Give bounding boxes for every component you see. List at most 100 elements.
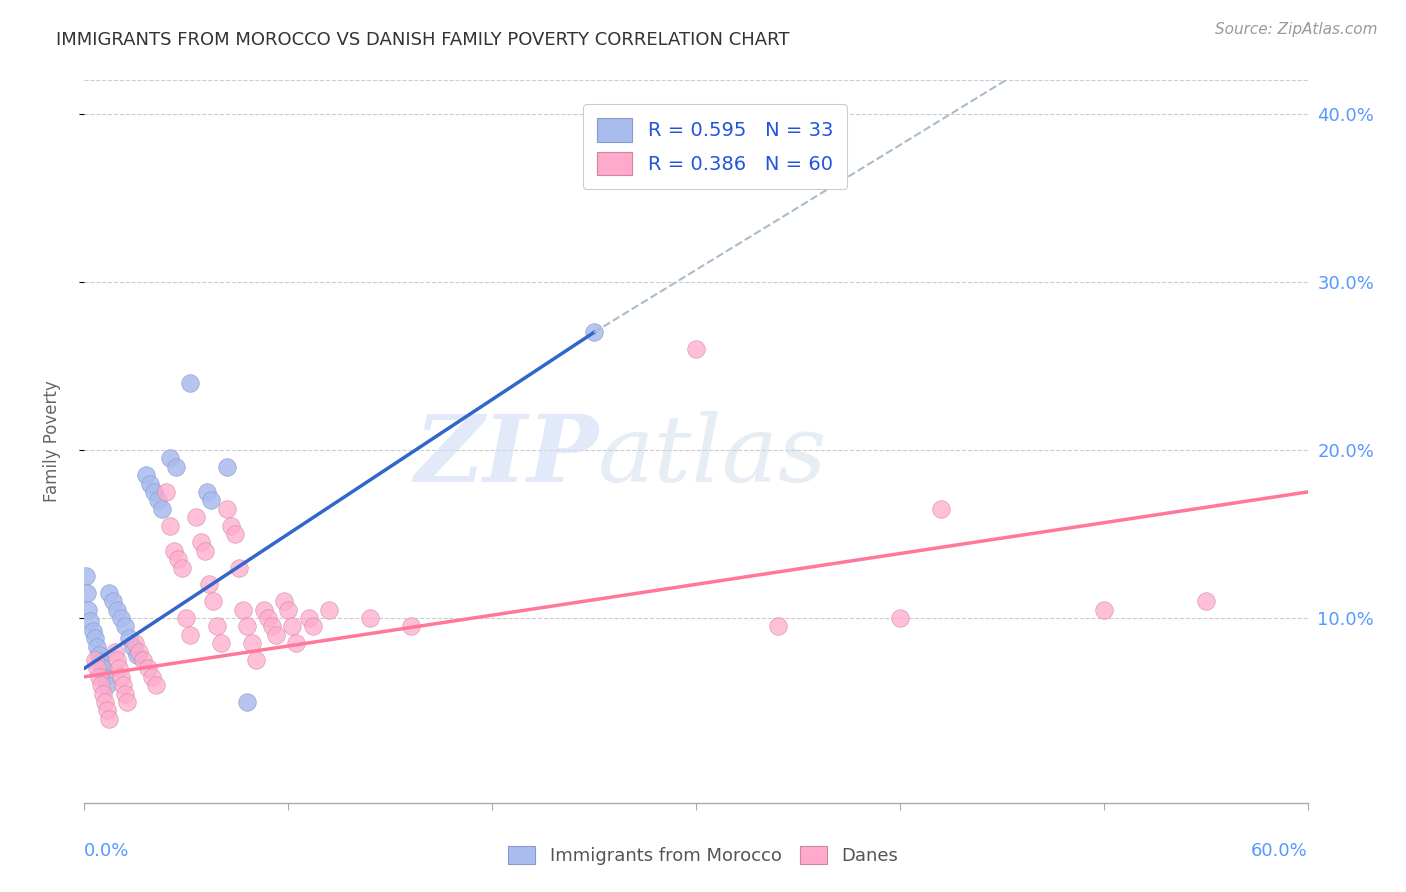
Point xyxy=(174,611,197,625)
Text: atlas: atlas xyxy=(598,411,828,501)
Point xyxy=(194,543,217,558)
Point xyxy=(110,611,132,625)
Point xyxy=(163,543,186,558)
Point xyxy=(114,619,136,633)
Point xyxy=(224,527,246,541)
Point xyxy=(399,619,422,633)
Point xyxy=(96,678,118,692)
Point xyxy=(104,644,127,658)
Point xyxy=(172,560,194,574)
Point xyxy=(86,661,108,675)
Point xyxy=(146,493,169,508)
Point xyxy=(232,602,254,616)
Point xyxy=(190,535,212,549)
Text: Source: ZipAtlas.com: Source: ZipAtlas.com xyxy=(1215,22,1378,37)
Point xyxy=(142,485,165,500)
Text: 0.0%: 0.0% xyxy=(84,842,129,860)
Point xyxy=(77,602,100,616)
Point xyxy=(108,661,131,675)
Point xyxy=(766,619,789,633)
Point xyxy=(219,518,242,533)
Point xyxy=(105,602,128,616)
Point xyxy=(101,594,124,608)
Point xyxy=(87,648,110,662)
Point xyxy=(159,451,181,466)
Point xyxy=(245,653,267,667)
Point xyxy=(105,653,128,667)
Point xyxy=(127,648,149,662)
Point xyxy=(159,518,181,533)
Point xyxy=(281,619,304,633)
Point xyxy=(318,602,340,616)
Point xyxy=(82,624,104,639)
Point xyxy=(253,602,276,616)
Point xyxy=(285,636,308,650)
Point xyxy=(128,644,150,658)
Point xyxy=(115,695,138,709)
Point xyxy=(90,678,112,692)
Point xyxy=(150,501,173,516)
Point xyxy=(273,594,295,608)
Point xyxy=(118,631,141,645)
Point xyxy=(167,552,190,566)
Point xyxy=(1195,594,1218,608)
Point xyxy=(217,501,239,516)
Point xyxy=(665,140,688,154)
Point xyxy=(83,631,105,645)
Point xyxy=(136,661,159,675)
Point xyxy=(97,712,120,726)
Text: ZIP: ZIP xyxy=(413,411,598,501)
Point xyxy=(75,569,97,583)
Point xyxy=(97,586,120,600)
Point xyxy=(83,653,105,667)
Point xyxy=(889,611,911,625)
Point xyxy=(110,670,132,684)
Point xyxy=(155,485,177,500)
Point xyxy=(179,628,201,642)
Point xyxy=(685,342,707,356)
Point xyxy=(179,376,201,390)
Point xyxy=(93,695,115,709)
Point xyxy=(929,501,952,516)
Point xyxy=(264,628,287,642)
Point xyxy=(201,594,224,608)
Point xyxy=(79,615,101,629)
Point xyxy=(86,640,108,654)
Point xyxy=(298,611,321,625)
Point xyxy=(114,687,136,701)
Point xyxy=(122,640,145,654)
Point xyxy=(96,703,118,717)
Point xyxy=(93,670,115,684)
Point xyxy=(257,611,280,625)
Point xyxy=(165,459,187,474)
Point xyxy=(141,670,163,684)
Point xyxy=(197,577,219,591)
Point xyxy=(138,476,160,491)
Point xyxy=(76,586,98,600)
Point xyxy=(236,619,259,633)
Point xyxy=(260,619,283,633)
Point xyxy=(87,670,110,684)
Point xyxy=(240,636,263,650)
Point xyxy=(583,326,606,340)
Point xyxy=(124,636,146,650)
Point xyxy=(200,493,222,508)
Point xyxy=(145,678,167,692)
Point xyxy=(195,485,218,500)
Point xyxy=(301,619,323,633)
Point xyxy=(277,602,299,616)
Point xyxy=(91,661,114,675)
Point xyxy=(186,510,208,524)
Legend: R = 0.595   N = 33, R = 0.386   N = 60: R = 0.595 N = 33, R = 0.386 N = 60 xyxy=(583,104,846,189)
Point xyxy=(132,653,155,667)
Point xyxy=(359,611,381,625)
Point xyxy=(112,678,135,692)
Point xyxy=(1092,602,1115,616)
Point xyxy=(228,560,250,574)
Point xyxy=(135,468,157,483)
Point xyxy=(90,655,112,669)
Legend: Immigrants from Morocco, Danes: Immigrants from Morocco, Danes xyxy=(501,838,905,872)
Text: IMMIGRANTS FROM MOROCCO VS DANISH FAMILY POVERTY CORRELATION CHART: IMMIGRANTS FROM MOROCCO VS DANISH FAMILY… xyxy=(56,31,790,49)
Point xyxy=(91,687,114,701)
Text: 60.0%: 60.0% xyxy=(1251,842,1308,860)
